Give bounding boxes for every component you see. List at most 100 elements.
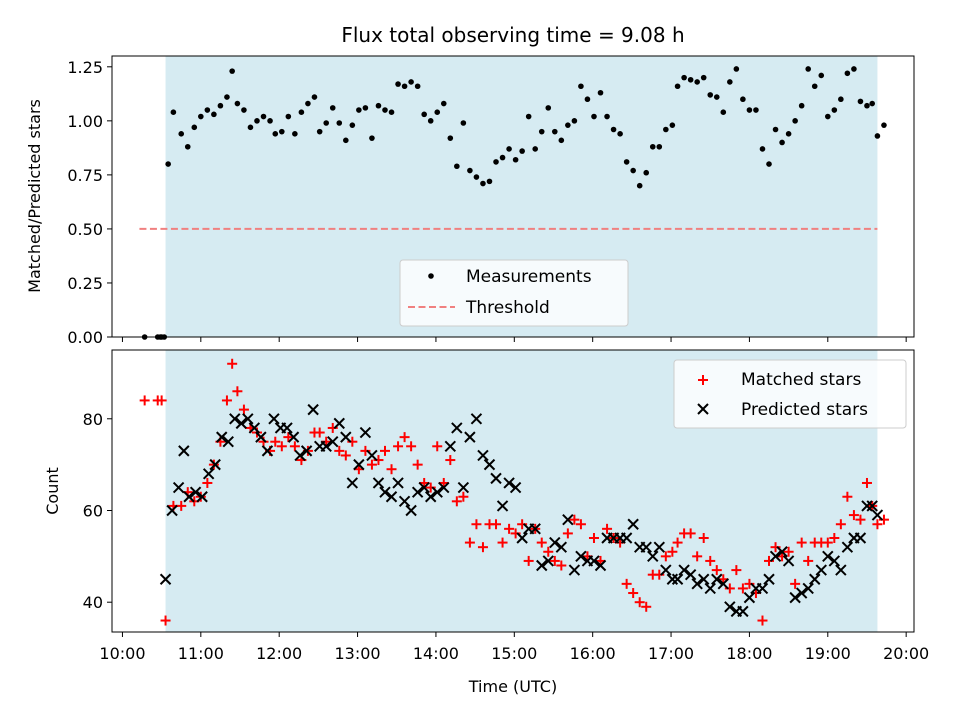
predicted-star-point [425,491,437,503]
matched-star-point [737,583,748,594]
measurement-point [480,180,486,187]
matched-star-point [202,477,213,488]
measurement-point [545,105,552,111]
x-tick-label: 17:00 [648,644,694,663]
matched-star-point [757,615,768,626]
predicted-star-point [353,458,365,471]
measurement-point [440,100,447,107]
y-tick-label: 80 [83,410,103,429]
matched-star-point [711,565,722,576]
x-tick-label: 11:00 [178,644,224,663]
measurement-point [267,118,273,124]
matched-star-point [491,519,502,530]
matched-star-point [406,441,417,452]
top-panel: 0.00 0.25 0.50 0.75 1.00 1.25 Flux total obse… [25,23,915,347]
predicted-star-point [871,509,884,521]
measurement-point [421,111,427,118]
measurement-point [414,83,421,90]
predicted-star-point [743,591,756,604]
legend-predicted-label: Predicted stars [741,400,868,420]
predicted-star-point [300,445,313,457]
predicted-star-point [483,458,496,471]
bottom-axes-frame [111,349,915,633]
measurement-point [198,113,204,120]
measurement-point [643,169,650,176]
predicted-star-point [854,532,867,544]
y-tick-label: 1.25 [67,58,103,77]
star-count-points [139,358,889,626]
matched-star-point [790,578,801,589]
matched-star-point [685,528,696,539]
predicted-star-point [178,445,190,457]
measurement-point [604,113,610,120]
legend-measurements-label: Measurements [466,267,592,287]
measurement-point [656,143,663,150]
bottom-y-ticks: 40 60 80 [83,410,112,612]
measurement-point [184,143,191,150]
predicted-star-point [660,564,672,576]
measurement-point [766,161,772,167]
measurement-point [506,146,512,152]
measurement-point [447,135,454,141]
matched-star-point [848,510,859,521]
matched-star-point [842,491,853,502]
predicted-star-point [594,559,607,572]
matched-star-point [829,533,840,543]
predicted-star-point [684,568,697,581]
predicted-star-point [464,431,476,443]
top-y-axis-label: Matched/Predicted stars [25,99,44,293]
measurement-point [323,120,330,126]
measurement-point [241,107,247,113]
predicted-star-point [411,486,424,498]
predicted-star-point [444,440,457,452]
measurement-point [254,118,260,124]
x-tick-label: 10:00 [99,644,145,663]
measurement-point [733,66,740,72]
x-tick-label: 18:00 [726,644,772,663]
measurement-point [584,96,591,103]
predicted-star-point [503,477,515,489]
measurement-point [571,118,578,124]
measurement-point [694,79,700,85]
matched-star-point [276,441,287,452]
matched-star-point [176,500,187,511]
matched-star-point [803,555,814,566]
measurement-point [519,148,525,154]
measurement-point [881,122,887,128]
measurement-point [844,70,851,77]
predicted-star-point [418,481,430,494]
measurement-point [792,118,798,124]
matched-star-point [556,560,567,571]
matched-star-point [796,537,807,548]
predicted-star-point [431,486,443,498]
matched-star-point [451,496,462,507]
measurement-point [388,109,395,115]
matched-star-point [641,601,652,612]
predicted-star-point [575,550,587,563]
y-tick-label: 0.75 [67,166,103,185]
predicted-star-point [379,486,391,498]
measurement-point [170,109,177,115]
measurement-point [204,107,211,113]
predicted-star-point [711,573,723,585]
measurement-point [636,182,643,189]
y-tick-label: 40 [83,593,103,612]
matched-star-point [386,464,397,475]
predicted-star-point [470,413,483,425]
predicted-star-point [789,591,801,604]
predicted-star-point [405,504,417,517]
measurement-point [617,131,623,137]
matched-star-point [379,445,390,456]
predicted-star-point [248,422,261,434]
predicted-star-point [477,449,489,462]
predicted-star-point [861,500,873,512]
measurement-point [649,143,656,150]
measurement-point [591,113,597,120]
matched-star-point [270,436,281,447]
measurement-point [362,105,369,111]
matched-star-point [458,491,469,502]
predicted-star-point [340,431,352,443]
measurement-point [578,83,584,90]
measurement-point [610,126,617,133]
predicted-star-point [346,477,359,489]
